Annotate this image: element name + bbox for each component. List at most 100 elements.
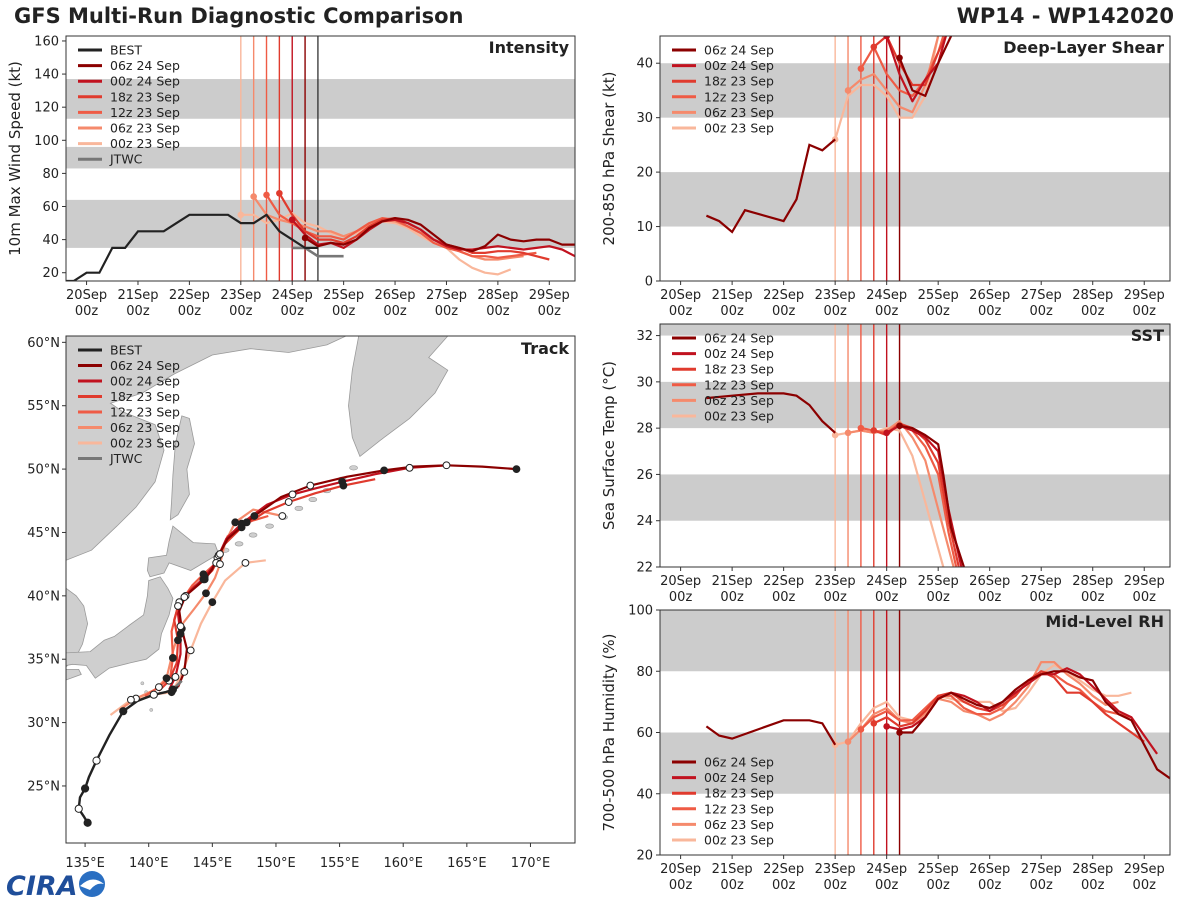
track-marker [216,550,224,558]
series-line [860,670,1132,731]
legend-label: JTWC [109,451,143,466]
x-tick-label: 00z [669,878,693,893]
legend-label: 06z 24 Sep [704,755,774,770]
x-tick-label: 00z [75,304,99,319]
x-tick-label: 26Sep [969,288,1010,303]
best-marker [83,818,92,827]
y-tick-label: 22 [636,561,653,576]
axes-frame [659,35,1171,282]
x-tick-label: 00z [126,304,150,319]
legend-label: 12z 23 Sep [110,405,180,420]
x-tick-label: 29Sep [529,288,570,303]
series-line [847,36,940,114]
kamchatka [348,336,449,458]
shaded-band [660,324,1170,336]
x-tick-label: 00z [332,304,356,319]
lon-label: 160°E [383,856,423,871]
y-tick-label: 100 [34,134,59,149]
legend-label: 06z 23 Sep [704,105,774,120]
y-tick-label: 30 [636,111,653,126]
x-tick-label: 26Sep [375,288,416,303]
x-tick-label: 00z [772,304,796,319]
x-tick-label: 00z [1133,304,1157,319]
lon-label: 155°E [320,856,360,871]
x-tick-label: 22Sep [169,288,210,303]
x-tick-label: 25Sep [918,288,959,303]
y-tick-label: 24 [636,514,653,529]
kuril-island [294,505,304,511]
legend-label: 12z 23 Sep [704,377,774,392]
panel-mid-level-rh: 2040608010020Sep00z21Sep00z22Sep00z23Sep… [600,604,1171,893]
x-tick-label: 23Sep [815,574,856,589]
x-tick-label: 29Sep [1124,288,1165,303]
y-tick-label: 30 [636,375,653,390]
x-tick-label: 00z [1133,590,1157,605]
legend-label: 12z 23 Sep [110,105,180,120]
lon-label: 165°E [447,856,487,871]
x-tick-label: 00z [1030,590,1054,605]
x-tick-label: 28Sep [477,288,518,303]
series-line [847,661,1119,743]
legend-label: 06z 24 Sep [704,331,774,346]
series-line [899,424,965,567]
axes-frame [65,35,576,282]
x-tick-label: 00z [875,878,899,893]
x-tick-label: 00z [978,304,1002,319]
map-frame [65,335,576,844]
series-line [847,420,955,567]
series-init-point [844,429,852,437]
x-tick-label: 00z [383,304,407,319]
panel-sst: 22242628303220Sep00z21Sep00z22Sep00z23Se… [600,323,1171,605]
legend-label: 18z 23 Sep [704,786,774,801]
logo-swirl-icon [80,879,104,890]
x-tick-label: 24Sep [866,862,907,877]
x-tick-label: 23Sep [815,862,856,877]
series-init-point [857,424,865,432]
series-init-point [896,729,903,736]
lat-label: 30°N [27,716,60,731]
track-marker [171,673,180,681]
series-init-point [870,720,878,727]
x-tick-label: 28Sep [1072,862,1113,877]
series-init-point [883,429,890,437]
x-tick-label: 21Sep [712,862,753,877]
panel-intensity: 2040608010012014016020Sep00z21Sep00z22Se… [6,34,576,319]
x-tick-label: 00z [1081,878,1105,893]
series-init-point [237,211,245,219]
jtwc-line [292,246,344,258]
legend-label: 06z 23 Sep [704,393,774,408]
lon-label: 140°E [129,856,169,871]
series-init-point [857,726,865,733]
legend-label: 18z 23 Sep [110,89,180,104]
track-marker [176,622,185,631]
x-tick-label: 00z [720,304,744,319]
x-tick-label: 00z [281,304,305,319]
x-tick-label: 24Sep [866,574,907,589]
track-marker [231,518,240,527]
shikoku [66,669,82,681]
x-tick-label: 21Sep [117,288,158,303]
lon-label: 150°E [256,856,296,871]
track-marker [208,598,217,607]
shaded-band [660,474,1170,521]
x-tick-label: 25Sep [918,862,959,877]
legend-label: 06z 24 Sep [704,43,774,58]
y-tick-label: 10 [636,220,653,235]
track-marker [284,498,293,506]
y-tick-label: 26 [636,468,653,483]
plot-area [705,661,1170,780]
legend-label: 12z 23 Sep [704,89,774,104]
plot-area [706,392,965,567]
legend-label: 00z 24 Sep [704,770,774,785]
x-tick-label: 00z [823,590,847,605]
x-tick-label: 00z [669,590,693,605]
legend-label: BEST [110,343,142,358]
y-tick-label: 60 [42,200,59,215]
x-tick-label: 00z [435,304,459,319]
kuril-island [308,497,318,503]
lat-label: 55°N [27,399,60,414]
best-marker [149,690,158,699]
shaded-band [660,610,1170,672]
series-init-point [276,189,283,197]
